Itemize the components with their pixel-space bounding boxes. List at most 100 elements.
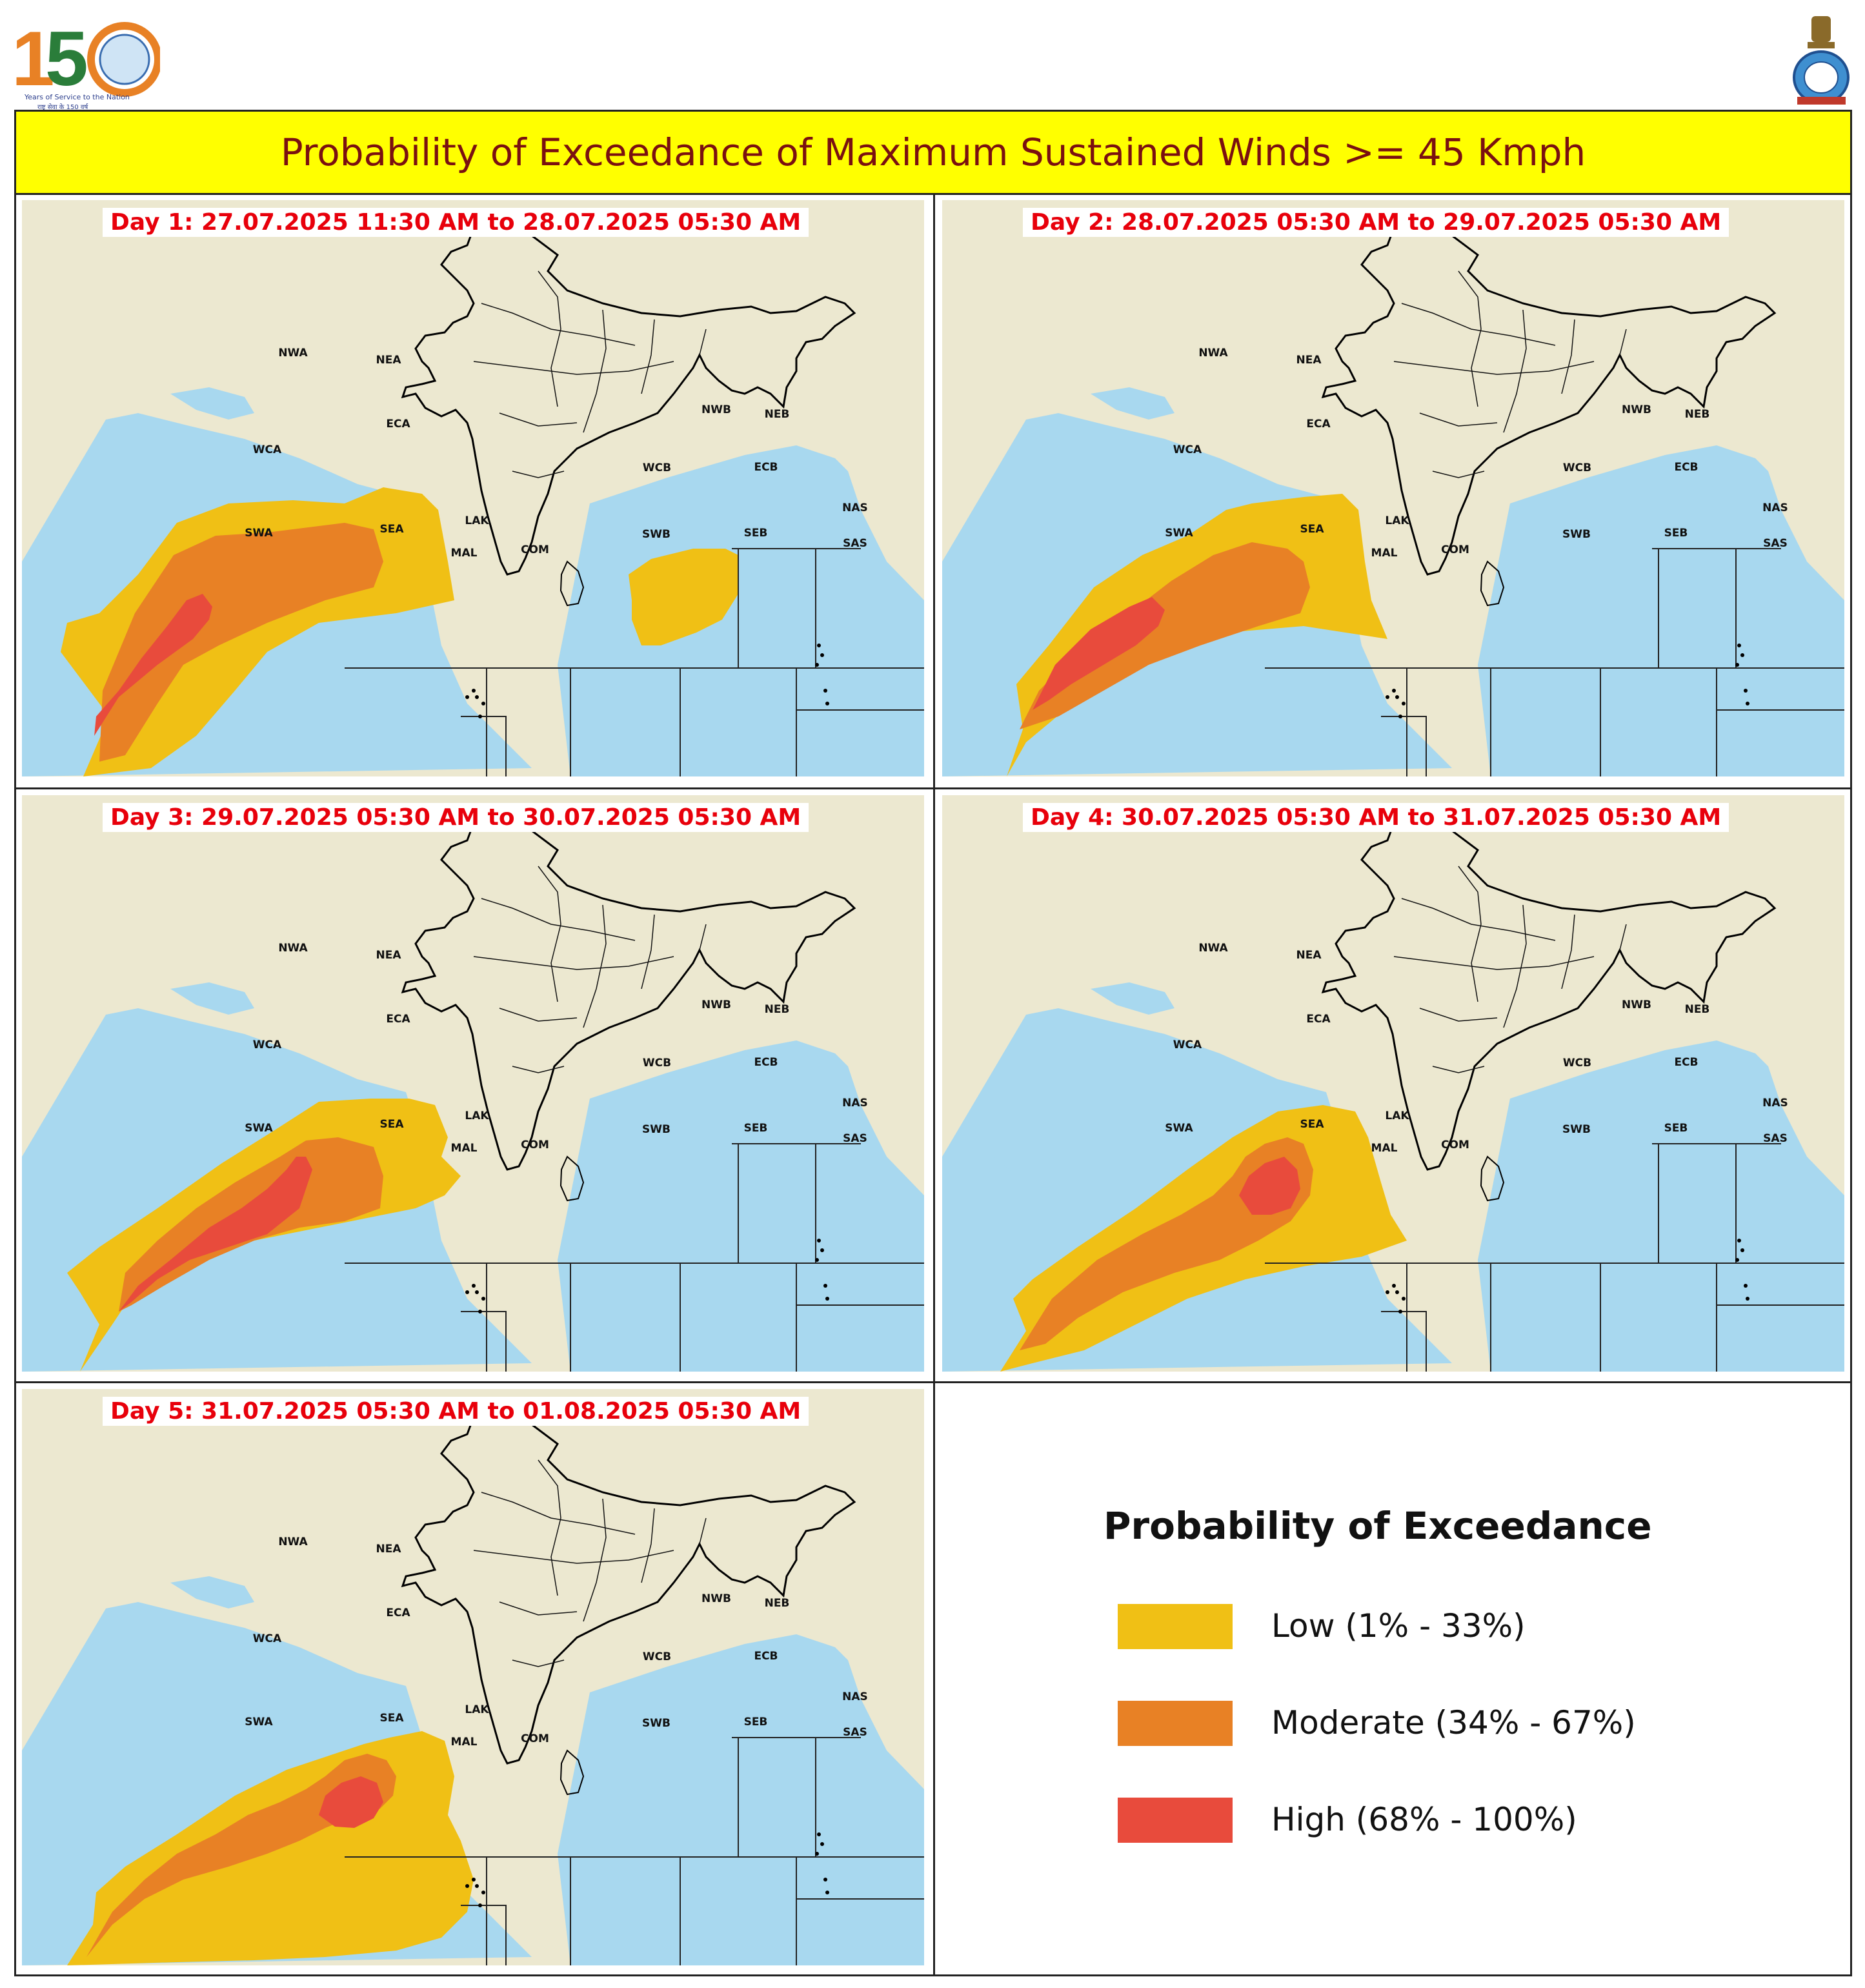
region-label-nea: NEA (376, 354, 402, 367)
region-label-wca: WCA (253, 1039, 282, 1051)
sri-lanka-outline (1480, 560, 1505, 607)
state-boundaries (473, 1459, 707, 1667)
island-marker (472, 1878, 476, 1882)
panel-title-day-1: Day 1: 27.07.2025 11:30 AM to 28.07.2025… (103, 208, 809, 237)
island-marker (472, 1284, 476, 1288)
region-label-neb: NEB (765, 1597, 790, 1610)
island-marker (1392, 689, 1396, 693)
map-panel-day-3: NWA NEA ECA WCA SWA SEA LAK MAL COM NWB NEB WCB ECB S… (22, 795, 924, 1372)
map-panel-day-5: NWA NEA ECA WCA SWA SEA LAK MAL COM NWB NEB WCB ECB S… (22, 1389, 924, 1965)
region-label-seb: SEB (1664, 527, 1688, 540)
legend-label-moderate: Moderate (34% - 67%) (1271, 1704, 1636, 1741)
region-label-neb: NEB (765, 408, 790, 421)
region-label-wcb: WCB (1563, 462, 1591, 474)
grid-divider-v (933, 194, 935, 1976)
logo-tagline: Years of Service to the Nation (24, 93, 130, 101)
logo-digit-5: 5 (45, 15, 88, 102)
region-label-wcb: WCB (643, 462, 671, 474)
ocean-basin-boundaries (345, 1737, 924, 1965)
legend-title: Probability of Exceedance (1104, 1504, 1652, 1548)
persian-gulf (170, 982, 254, 1015)
bay-of-bengal (1478, 1040, 1844, 1372)
persian-gulf (170, 1576, 254, 1608)
region-label-nwa: NWA (1198, 347, 1228, 360)
region-label-nwa: NWA (278, 1536, 308, 1548)
logo-tagline-hi: राष्ट्र सेवा के 150 वर्ष (37, 103, 88, 111)
region-label-mal: MAL (451, 1736, 478, 1749)
island-marker (481, 702, 485, 705)
logo-digit-1: 1 (12, 15, 55, 102)
region-label-mal: MAL (1371, 547, 1398, 560)
island-marker (465, 1884, 469, 1888)
region-label-wcb: WCB (643, 1057, 671, 1070)
logo-globe (99, 34, 150, 85)
island-marker (825, 702, 829, 705)
ocean-basin-boundaries (1265, 1143, 1844, 1372)
region-label-lak: LAK (465, 1110, 489, 1122)
island-marker (817, 644, 821, 647)
region-label-com: COM (521, 1139, 549, 1151)
region-label-eca: ECA (386, 1013, 410, 1026)
region-label-sas: SAS (843, 537, 867, 550)
region-label-lak: LAK (465, 1703, 489, 1716)
region-label-sea: SEA (379, 1118, 404, 1131)
panel-title-day-5: Day 5: 31.07.2025 05:30 AM to 01.08.2025… (103, 1397, 809, 1426)
sri-lanka-outline (560, 560, 585, 607)
region-label-swb: SWB (642, 528, 670, 541)
sri-lanka-outline (560, 1155, 585, 1202)
region-label-swa: SWA (1165, 527, 1193, 540)
region-label-wcb: WCB (643, 1650, 671, 1663)
persian-gulf (1091, 387, 1174, 420)
region-label-neb: NEB (1685, 1003, 1710, 1016)
region-label-com: COM (521, 543, 549, 556)
bay-of-bengal (558, 1634, 924, 1965)
island-marker (815, 1852, 819, 1856)
region-label-nwb: NWB (701, 403, 731, 416)
region-label-mal: MAL (451, 547, 478, 560)
island-marker (478, 1903, 482, 1907)
island-marker (465, 1290, 469, 1294)
island-marker (823, 1878, 827, 1882)
island-marker (1735, 663, 1739, 667)
legend-label-low: Low (1% - 33%) (1271, 1607, 1526, 1645)
region-label-mal: MAL (451, 1142, 478, 1155)
island-marker (1402, 1297, 1406, 1301)
island-marker (1395, 1290, 1399, 1294)
region-label-lak: LAK (1385, 514, 1409, 527)
region-label-seb: SEB (1664, 1122, 1688, 1135)
island-marker (1386, 695, 1389, 699)
red-sea (962, 1157, 1013, 1286)
bay-of-bengal (558, 445, 924, 776)
island-marker (1392, 1284, 1396, 1288)
region-label-nwb: NWB (1622, 403, 1651, 416)
india-outline (401, 820, 856, 1171)
island-marker (481, 1297, 485, 1301)
island-marker (475, 695, 479, 699)
island-marker (478, 715, 482, 718)
island-marker (1737, 644, 1741, 647)
forecast-map-day-2: NWA NEA ECA WCA SWA SEA LAK MAL COM NWB NEB WCB ECB S… (942, 200, 1844, 776)
region-label-swb: SWB (642, 1123, 670, 1136)
region-label-neb: NEB (765, 1003, 790, 1016)
island-marker (823, 689, 827, 693)
state-boundaries (1393, 270, 1627, 478)
region-label-nwa: NWA (278, 347, 308, 360)
region-label-nwb: NWB (1622, 999, 1651, 1011)
region-label-wca: WCA (253, 1632, 282, 1645)
region-label-nwa: NWA (1198, 942, 1228, 955)
region-label-lak: LAK (1385, 1110, 1409, 1122)
red-sea (41, 1750, 93, 1880)
imd-emblem-icon (1791, 13, 1852, 110)
region-label-sea: SEA (379, 1712, 404, 1725)
island-marker (825, 1891, 829, 1894)
ocean-basin-boundaries (345, 1143, 924, 1372)
probability-high-area (94, 594, 212, 736)
island-marker (1398, 715, 1402, 718)
region-label-sas: SAS (843, 1132, 867, 1145)
region-label-ecb: ECB (1674, 1056, 1698, 1069)
india-outline (401, 1414, 856, 1765)
panel-title-day-4: Day 4: 30.07.2025 05:30 AM to 31.07.2025… (1023, 803, 1729, 832)
region-label-nas: NAS (842, 502, 868, 514)
island-marker (820, 1248, 824, 1252)
region-label-nwb: NWB (701, 1592, 731, 1605)
